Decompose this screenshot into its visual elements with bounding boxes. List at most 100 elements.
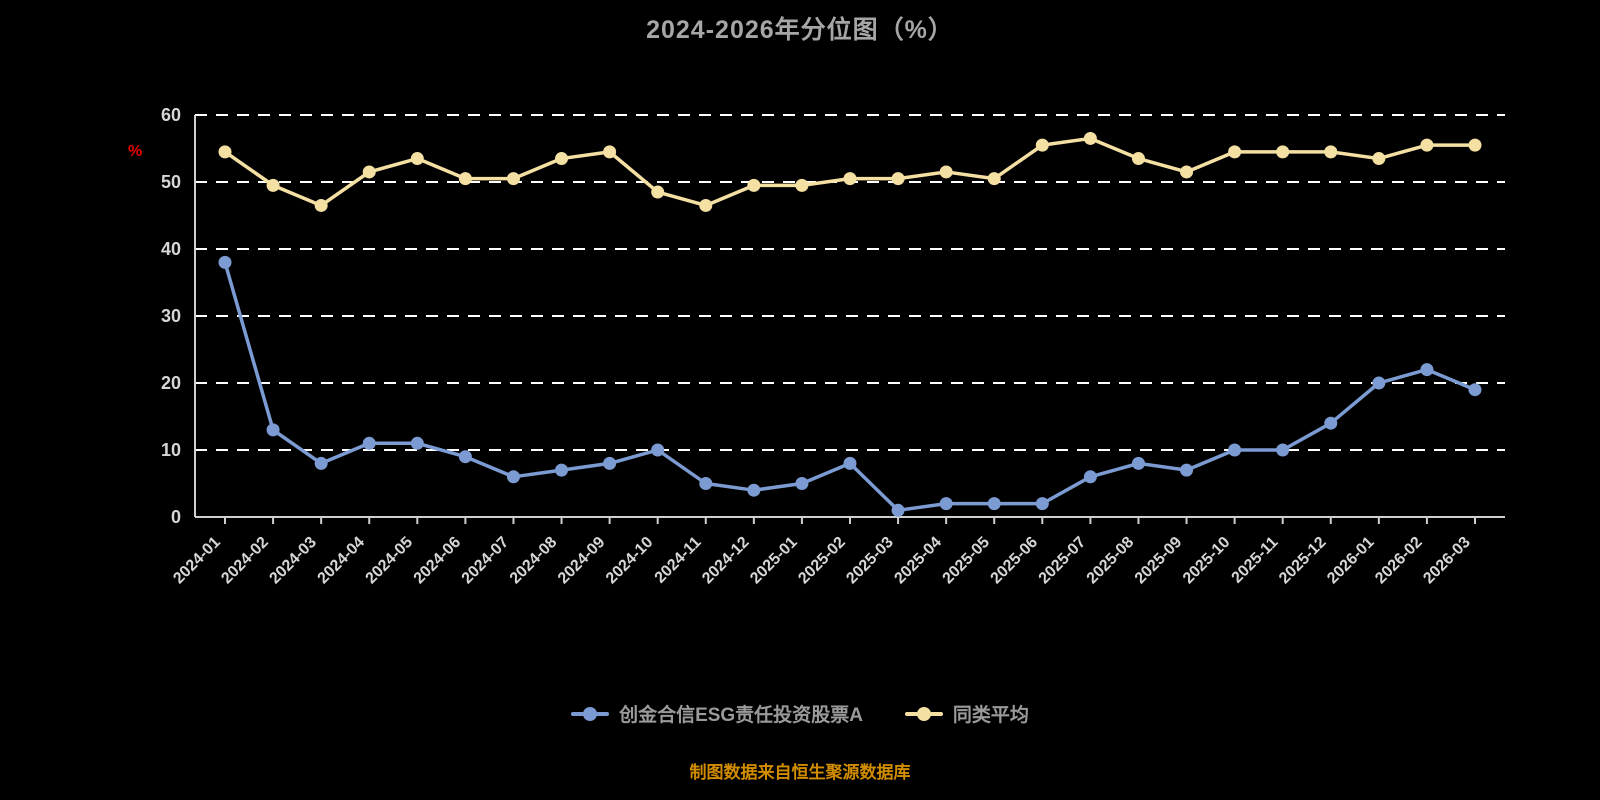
y-axis-tick-label: 10: [161, 440, 181, 460]
x-axis-label: 2024-02: [218, 534, 272, 588]
x-axis-label: 2026-02: [1372, 534, 1426, 588]
x-axis-label: 2025-08: [1084, 534, 1138, 588]
data-point-series1[interactable]: [699, 198, 713, 212]
data-point-series0[interactable]: [218, 255, 232, 269]
data-point-series1[interactable]: [987, 172, 1001, 186]
data-point-series1[interactable]: [506, 172, 520, 186]
x-axis-label: 2025-02: [795, 534, 849, 588]
data-point-series0[interactable]: [1420, 363, 1434, 377]
data-point-series1[interactable]: [1180, 165, 1194, 179]
chart-title: 2024-2026年分位图（%）: [646, 16, 954, 44]
y-axis-unit-label: %: [128, 143, 143, 160]
data-point-series1[interactable]: [795, 178, 809, 192]
data-point-series1[interactable]: [1035, 138, 1049, 152]
x-axis-label: 2024-05: [363, 534, 417, 588]
x-axis-label: 2024-01: [170, 534, 224, 588]
data-point-series1[interactable]: [458, 172, 472, 186]
data-point-series0[interactable]: [603, 456, 617, 470]
y-axis-tick-label: 60: [161, 105, 181, 125]
data-point-series1[interactable]: [1228, 145, 1242, 159]
data-point-series0[interactable]: [1035, 497, 1049, 511]
x-axis-label: 2025-12: [1276, 534, 1330, 588]
data-point-series1[interactable]: [651, 185, 665, 199]
x-axis-label: 2025-03: [843, 534, 897, 588]
data-point-series0[interactable]: [1180, 463, 1194, 477]
data-point-series1[interactable]: [410, 152, 424, 166]
data-point-series0[interactable]: [314, 456, 328, 470]
x-axis-label: 2025-09: [1132, 534, 1186, 588]
data-point-series0[interactable]: [1131, 456, 1145, 470]
legend: 创金合信ESG责任投资股票A 同类平均: [0, 700, 1600, 727]
data-point-series1[interactable]: [891, 172, 905, 186]
data-point-series1[interactable]: [1420, 138, 1434, 152]
data-point-series1[interactable]: [555, 152, 569, 166]
data-point-series0[interactable]: [843, 456, 857, 470]
data-point-series1[interactable]: [218, 145, 232, 159]
data-point-series0[interactable]: [1228, 443, 1242, 457]
data-point-series0[interactable]: [458, 450, 472, 464]
x-axis-label: 2025-01: [747, 534, 801, 588]
data-point-series0[interactable]: [1372, 376, 1386, 390]
x-axis-label: 2025-07: [1036, 534, 1090, 588]
data-point-series0[interactable]: [651, 443, 665, 457]
data-point-series1[interactable]: [843, 172, 857, 186]
x-axis-label: 2025-05: [940, 534, 994, 588]
data-point-series0[interactable]: [362, 436, 376, 450]
legend-item-average[interactable]: 同类平均: [904, 700, 1029, 727]
data-point-series0[interactable]: [410, 436, 424, 450]
data-point-series0[interactable]: [1468, 383, 1482, 397]
data-point-series1[interactable]: [747, 178, 761, 192]
legend-label-average: 同类平均: [952, 705, 1029, 726]
legend-dot-average: [916, 706, 931, 721]
data-point-series1[interactable]: [1324, 145, 1338, 159]
data-point-series0[interactable]: [266, 423, 280, 437]
x-axis-label: 2024-04: [315, 534, 369, 588]
data-point-series1[interactable]: [1083, 131, 1097, 145]
legend-label-fund: 创金合信ESG责任投资股票A: [619, 705, 863, 726]
data-point-series0[interactable]: [1324, 416, 1338, 430]
series-line-0: [223, 260, 1477, 513]
x-axis-label: 2024-08: [507, 534, 561, 588]
data-point-series0[interactable]: [1276, 443, 1290, 457]
x-axis-label: 2025-11: [1229, 534, 1282, 587]
data-point-series1[interactable]: [1372, 152, 1386, 166]
data-point-series0[interactable]: [987, 497, 1001, 511]
y-axis-tick-label: 50: [161, 172, 181, 192]
data-point-series0[interactable]: [795, 477, 809, 490]
data-point-series0[interactable]: [1083, 470, 1097, 484]
y-axis-tick-label: 20: [161, 373, 181, 393]
x-axis-label: 2025-06: [988, 534, 1042, 588]
data-point-series1[interactable]: [939, 165, 953, 179]
y-axis-tick-label: 30: [161, 306, 181, 326]
data-point-series0[interactable]: [891, 503, 905, 517]
data-point-series1[interactable]: [266, 178, 280, 192]
x-axis-label: 2024-07: [459, 534, 513, 588]
legend-dot-fund: [583, 706, 598, 721]
x-axis-label: 2026-01: [1324, 534, 1378, 588]
data-point-series1[interactable]: [1131, 152, 1145, 166]
data-point-series1[interactable]: [1276, 145, 1290, 159]
x-axis-label: 2024-11: [652, 534, 705, 587]
data-point-series1[interactable]: [603, 145, 617, 159]
legend-marker-average-icon: [904, 706, 943, 721]
x-axis-label: 2024-06: [411, 534, 465, 588]
y-axis-tick-label: 40: [161, 239, 181, 259]
data-point-series1[interactable]: [1468, 138, 1482, 152]
x-axis-label: 2024-09: [555, 534, 609, 588]
data-point-series0[interactable]: [555, 463, 569, 477]
x-axis-label: 2025-04: [891, 534, 945, 588]
legend-item-fund[interactable]: 创金合信ESG责任投资股票A: [571, 700, 863, 727]
x-axis-label: 2024-10: [603, 534, 657, 588]
data-point-series0[interactable]: [699, 477, 713, 490]
data-point-series0[interactable]: [506, 470, 520, 484]
data-source-note: 制图数据来自恒生聚源数据库: [689, 763, 911, 782]
data-point-series0[interactable]: [939, 497, 953, 511]
data-point-series1[interactable]: [314, 198, 328, 212]
legend-marker-fund-icon: [571, 706, 610, 721]
data-point-series0[interactable]: [747, 483, 761, 497]
data-point-series1[interactable]: [362, 165, 376, 179]
x-axis-label: 2025-10: [1180, 534, 1234, 588]
x-axis-label: 2026-03: [1420, 534, 1474, 588]
y-axis-tick-label: 0: [171, 507, 181, 527]
